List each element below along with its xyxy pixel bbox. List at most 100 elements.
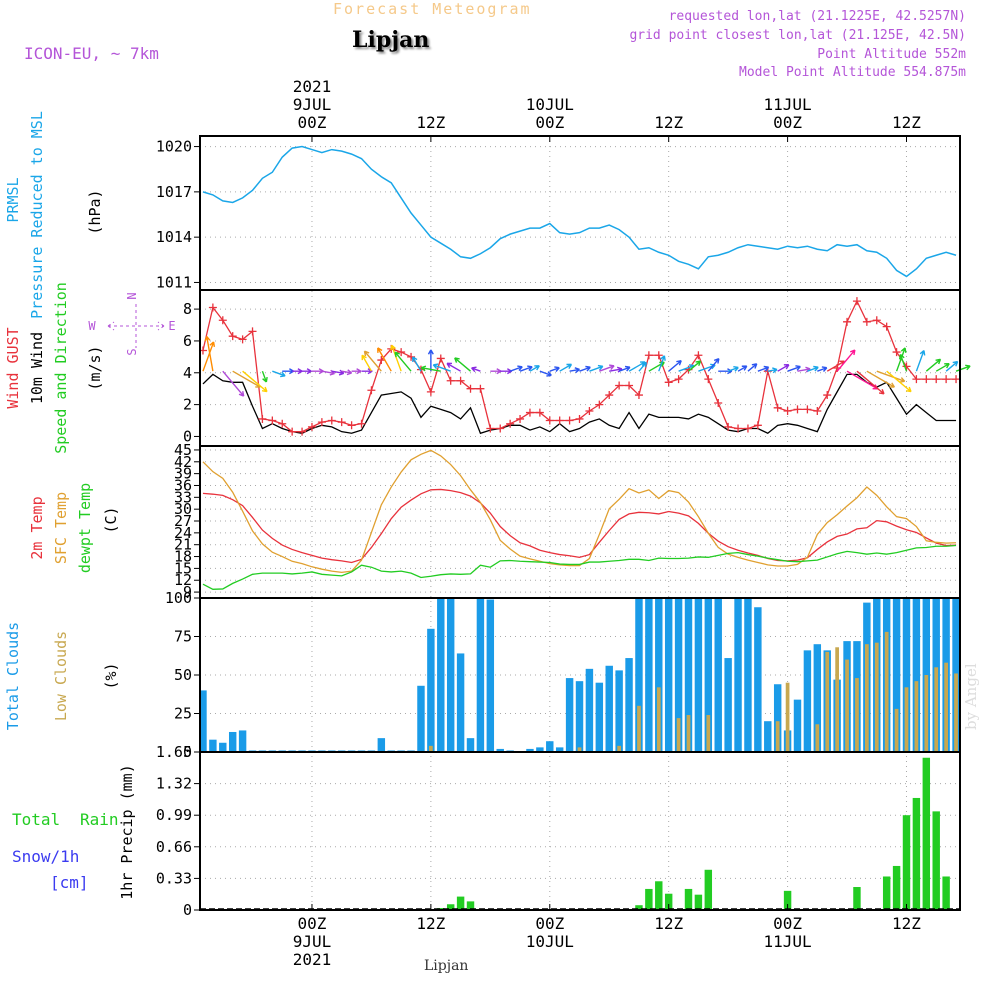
- wind-direction-arrow: [925, 358, 942, 372]
- wind-ytick-label: 8: [183, 300, 192, 318]
- wind-gust-point: [288, 427, 297, 436]
- wind-gust-point: [278, 419, 287, 428]
- pressure-label: PRMSL: [4, 177, 22, 222]
- wind-gust-point: [743, 424, 752, 433]
- wind-direction-arrow: [351, 368, 362, 375]
- top-time-label: 00Z: [773, 113, 802, 132]
- wind-direction-arrow: [886, 370, 912, 393]
- top-time-label: 00Z: [535, 113, 564, 132]
- wind-direction-arrow: [618, 365, 631, 372]
- low-clouds-bar: [835, 647, 839, 752]
- compass-north: N: [125, 292, 139, 299]
- wind-gust-point: [426, 387, 435, 396]
- wind-gust-point: [872, 316, 881, 325]
- pressure-ytick-label: 1011: [156, 273, 192, 291]
- rain-bar: [892, 865, 901, 910]
- precip-ytick-label: 0.66: [156, 838, 192, 856]
- temperature-ytick-label: 33: [174, 488, 192, 506]
- wind-gust-point: [347, 421, 356, 430]
- total-clouds-bar: [615, 670, 623, 752]
- wind-direction-arrow: [688, 360, 702, 372]
- low-clouds-bar: [785, 682, 790, 752]
- wind-gust-point: [734, 424, 743, 433]
- wind-direction-arrow: [549, 366, 560, 372]
- total-clouds-bar: [228, 731, 237, 752]
- wind-direction-arrow: [222, 370, 245, 397]
- low-clouds-bar: [894, 708, 899, 752]
- temperature-ytick-label: 21: [174, 536, 192, 554]
- wind-ytick-label: 6: [183, 332, 192, 350]
- total-clouds-bar: [437, 598, 445, 752]
- wind-direction-arrow: [817, 366, 828, 372]
- frames-layer: [194, 135, 961, 911]
- wind-gust-point: [605, 391, 614, 400]
- total-clouds-bar: [793, 699, 802, 752]
- wind-gust-point: [377, 356, 386, 365]
- total-clouds-bar: [714, 598, 722, 752]
- marks-layer: [107, 145, 971, 910]
- wind-direction-arrow: [261, 370, 268, 383]
- bottom-time-label: 12Z: [416, 914, 445, 933]
- rain-bar: [704, 869, 713, 910]
- wind-gust-point: [516, 414, 525, 423]
- low-clouds-bar: [706, 715, 711, 752]
- bottom-time-label: 11JUL: [764, 932, 812, 951]
- temp-2m-label: 2m Temp: [28, 496, 46, 559]
- wind-gust-point: [446, 376, 455, 385]
- total-clouds-bar: [605, 665, 613, 752]
- wind-direction-arrow: [747, 363, 758, 372]
- wind-gust-point: [337, 418, 346, 427]
- bottom-time-label: 9JUL: [293, 932, 332, 951]
- precip-frame: [199, 751, 961, 911]
- total-clouds-bar: [635, 598, 643, 752]
- wind-direction-arrow: [658, 355, 666, 372]
- temperature-ytick-label: 42: [174, 453, 192, 471]
- rain-bar: [912, 797, 921, 910]
- wind-direction-arrow: [272, 370, 286, 378]
- wind-gust-point: [843, 317, 852, 326]
- pressure-line: [202, 145, 957, 278]
- wind-direction-arrow: [471, 366, 481, 373]
- total-clouds-bar: [585, 668, 594, 752]
- wind-gust-point: [773, 403, 782, 412]
- location-title: Lipjan: [352, 27, 430, 53]
- wind-direction-arrow: [202, 341, 216, 372]
- pressure-unit: (hPa): [86, 189, 104, 234]
- wind-direction-arrow: [454, 357, 471, 372]
- wind-direction-arrow: [341, 369, 353, 376]
- wind-gust-point: [545, 416, 554, 425]
- total-clouds-bar: [664, 598, 673, 752]
- low-clouds-bar: [855, 678, 859, 752]
- temperature-ytick-label: 30: [174, 500, 192, 518]
- rain-bar: [466, 901, 475, 910]
- wind-direction-arrow: [302, 368, 312, 375]
- low-clouds-bar: [815, 724, 820, 752]
- wind-gust-point: [258, 414, 267, 423]
- wind-10m-label: 10m Wind: [28, 332, 46, 404]
- temperature-line-temp2m: [202, 488, 957, 564]
- wind-gust-point: [317, 418, 326, 427]
- low-clouds-bar: [904, 687, 909, 752]
- wind-gust-point: [664, 378, 673, 387]
- top-time-label: 11JUL: [764, 95, 812, 114]
- low-clouds-bar: [656, 687, 661, 752]
- wind-direction-arrow: [311, 368, 324, 375]
- wind-direction-arrow: [282, 368, 295, 375]
- chart-title: Forecast Meteogram: [333, 0, 532, 18]
- wind-direction-arrow: [846, 370, 879, 390]
- credit-watermark: by Angel: [962, 663, 980, 730]
- wind-direction-arrow: [707, 357, 720, 372]
- wind-gust-point: [496, 424, 505, 433]
- wind-gust-point: [476, 384, 485, 393]
- low-clouds-bar: [914, 681, 919, 752]
- precip-total-label: Total: [12, 810, 60, 829]
- wind-gust-point: [803, 405, 812, 414]
- total-clouds-bar: [536, 747, 544, 752]
- wind-direction-arrow: [432, 363, 451, 372]
- precip-unit: 1hr Precip (mm): [118, 764, 136, 899]
- wind-direction-arrow: [638, 361, 648, 372]
- total-clouds-bar: [655, 598, 663, 752]
- temperature-ytick-label: 27: [174, 512, 192, 530]
- wind-direction-arrow: [866, 370, 895, 388]
